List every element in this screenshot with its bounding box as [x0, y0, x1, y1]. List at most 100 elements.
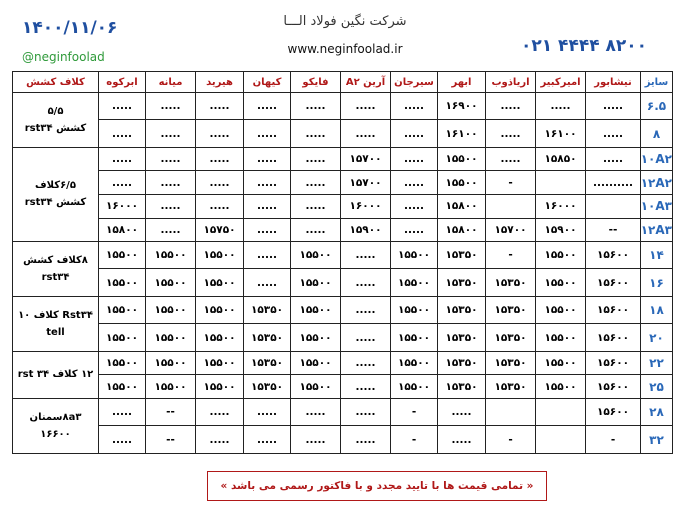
price-cell: .....	[145, 119, 196, 148]
price-cell: ..........	[585, 170, 641, 195]
size-cell: ۲۵	[640, 374, 673, 399]
note-line: کشش rst۳۴	[24, 197, 87, 209]
price-cell: ۱۵۸۵۰	[535, 146, 586, 172]
size-cell: ۱۰A۳	[640, 193, 673, 219]
price-cell: .....	[340, 397, 391, 427]
price-cell: ۱۵۵۰۰	[290, 241, 341, 270]
price-cell: -	[485, 241, 536, 270]
price-cell: .....	[243, 193, 291, 219]
price-cell: .....	[195, 397, 244, 427]
price-cell: .....	[145, 170, 196, 195]
price-cell: ۱۵۵۰۰	[98, 268, 146, 297]
price-cell: .....	[290, 425, 341, 454]
price-cell: .....	[290, 193, 341, 219]
empty-cell	[535, 170, 586, 195]
price-cell: ۱۵۵۰۰	[390, 268, 438, 297]
size-cell: ۱۴	[640, 241, 673, 270]
price-cell: .....	[585, 146, 641, 172]
price-cell: ۱۵۵۰۰	[145, 350, 196, 376]
price-cell: .....	[145, 193, 196, 219]
price-cell: .....	[98, 397, 146, 427]
price-cell: .....	[437, 397, 486, 427]
footer-note: « تمامی قیمت ها با تایید مجدد و با فاکتو…	[207, 471, 547, 501]
price-cell: .....	[340, 119, 391, 148]
size-cell: ۲۸	[640, 397, 673, 427]
table-row: ۸..... ۱۶۱۰۰..... ۱۶۱۰۰...................…	[13, 119, 673, 148]
note-cell: ۸کلاف کشش rst۳۴	[12, 241, 99, 297]
date: ۱۴۰۰/۱۱/۰۶	[22, 18, 118, 38]
price-cell: .....	[290, 217, 341, 243]
size-cell: ۱۲A۳	[640, 217, 673, 243]
note-line: Rst۳۴ کلاف ۱۰	[18, 309, 93, 321]
price-cell: ۱۵۵۰۰	[195, 350, 244, 376]
instagram: @neginfoolad	[22, 50, 105, 64]
note-cell: ۱۲ کلاف ۳۴ rst	[12, 350, 99, 399]
price-cell: ۱۵۵۰۰	[290, 323, 341, 352]
price-cell: ۱۵۳۵۰	[437, 323, 486, 352]
price-cell: ۱۵۶۰۰	[585, 241, 641, 270]
note-cell: ۶/۵کلاف کشش rst۳۴	[12, 146, 99, 243]
price-cell: ۱۶۱۰۰	[437, 119, 486, 148]
price-cell: .....	[340, 268, 391, 297]
price-cell: .....	[243, 217, 291, 243]
empty-cell	[485, 193, 536, 219]
price-cell: .....	[390, 193, 438, 219]
price-cell: ۱۵۳۵۰	[485, 268, 536, 297]
empty-cell	[535, 397, 586, 427]
note-line: tell	[46, 326, 65, 338]
price-cell: .....	[195, 425, 244, 454]
price-cell: ۱۵۶۰۰	[585, 323, 641, 352]
table-row: ۱۰A۲..... ۱۵۸۵۰..... ۱۵۵۰۰..... ۱۵۷۰۰......…	[12, 146, 673, 243]
price-cell: ۱۵۵۰۰	[145, 268, 196, 297]
price-cell: ۱۶۰۰۰	[535, 193, 586, 219]
price-cell: .....	[340, 350, 391, 376]
price-cell: .....	[535, 91, 586, 121]
note-line: ۸a۳سمنان	[29, 411, 82, 423]
price-cell: --	[145, 425, 196, 454]
price-cell: ۱۵۳۵۰	[243, 295, 291, 325]
note-line: ۸کلاف کشش	[23, 254, 88, 266]
price-cell: .....	[390, 146, 438, 172]
note-line: ۱۲ کلاف ۳۴ rst	[17, 369, 94, 381]
note-cell: ۸a۳سمنان ۱۶۶۰۰	[12, 397, 99, 455]
price-cell: ۱۵۷۰۰	[340, 146, 391, 172]
price-cell: .....	[98, 146, 146, 172]
size-cell: ۶.۵	[640, 91, 673, 121]
size-cell: ۳۲	[640, 425, 673, 454]
column-header: میانه	[145, 71, 196, 93]
price-cell: ۱۵۸۰۰	[98, 217, 146, 243]
price-cell: ۱۶۰۰۰	[98, 193, 146, 219]
size-cell: ۱۶	[640, 268, 673, 297]
price-cell: -	[390, 425, 438, 454]
price-cell: .....	[98, 91, 146, 121]
price-cell: .....	[290, 91, 341, 121]
price-cell: ۱۵۵۰۰	[98, 323, 146, 352]
price-cell: ۱۶۱۰۰	[535, 119, 586, 148]
price-cell: -	[390, 397, 438, 427]
price-cell: ۱۵۵۰۰	[98, 374, 146, 399]
price-cell: .....	[585, 91, 641, 121]
price-cell: .....	[195, 91, 244, 121]
column-header: کیهان	[243, 71, 291, 93]
price-cell: ۱۵۵۰۰	[535, 323, 586, 352]
price-cell: ۱۵۶۰۰	[585, 350, 641, 376]
price-cell: ۱۵۷۰۰	[340, 170, 391, 195]
price-cell: ۱۵۳۵۰	[485, 374, 536, 399]
size-cell: ۱۲A۲	[640, 170, 673, 195]
price-cell: ۱۵۵۰۰	[390, 350, 438, 376]
note-line: ۶/۵کلاف	[35, 180, 76, 192]
header-row: سایز نیشابور امیرکبیر اریاذوب ابهر سیرجان آرین…	[12, 71, 673, 93]
price-cell: ۱۵۷۵۰	[195, 217, 244, 243]
column-header: ابهر	[437, 71, 486, 93]
price-cell: .....	[243, 91, 291, 121]
price-cell: ۱۵۳۵۰	[243, 323, 291, 352]
price-cell: ۱۵۳۵۰	[437, 295, 486, 325]
price-cell: .....	[340, 425, 391, 454]
column-header: فایکو	[290, 71, 341, 93]
price-cell: ۱۵۵۰۰	[390, 295, 438, 325]
price-cell: ۱۵۳۵۰	[437, 350, 486, 376]
price-cell: ۱۵۹۰۰	[340, 217, 391, 243]
price-cell: ۱۵۵۰۰	[145, 323, 196, 352]
size-cell: ۱۸	[640, 295, 673, 325]
price-cell: ۱۵۵۰۰	[290, 350, 341, 376]
